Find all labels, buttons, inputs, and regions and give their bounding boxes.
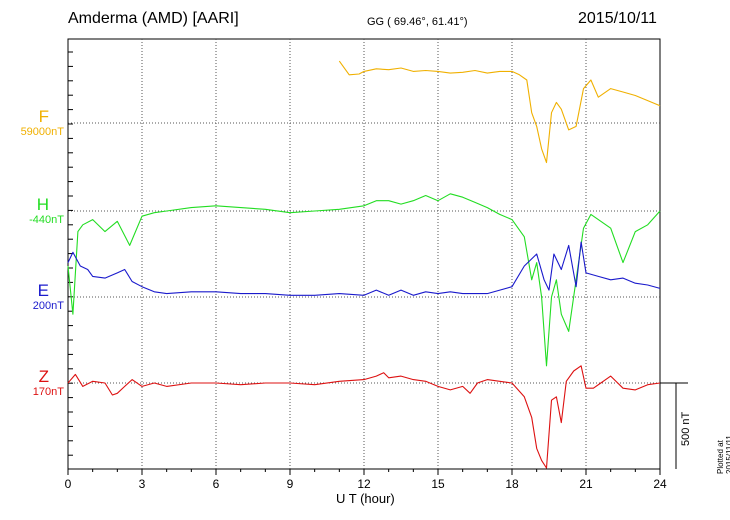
- x-tick-label: 12: [357, 477, 371, 491]
- station-title: Amderma (AMD) [AARI]: [68, 10, 239, 27]
- x-tick-label: 24: [653, 477, 667, 491]
- x-tick-label: 15: [431, 477, 445, 491]
- plotted-at-timestamp: Plotted at 2015/11/11 01:29 UT: [716, 435, 730, 474]
- component-labels: F 59000nT H -440nT E 200nT Z 170nT: [0, 0, 66, 520]
- x-tick-label: 21: [579, 477, 593, 491]
- plot-frame: [67, 38, 661, 470]
- date-title: 2015/10/11: [578, 10, 657, 27]
- series-line-f: [338, 60, 661, 164]
- component-letter-z: Z: [38, 367, 49, 386]
- component-baseline-z: 170nT: [32, 386, 64, 398]
- series-line-e: [67, 241, 661, 296]
- x-tick-label: 18: [505, 477, 519, 491]
- x-tick-label: 9: [287, 477, 294, 491]
- x-tick-label: 6: [213, 477, 220, 491]
- x-axis-label: U T (hour): [336, 491, 395, 506]
- series-line-z: [67, 365, 661, 469]
- component-letter-f: F: [38, 107, 49, 126]
- series-line-h: [67, 193, 661, 367]
- geographic-coordinates: GG ( 69.46°, 61.41°): [367, 16, 468, 28]
- component-baseline-h: -440nT: [29, 214, 64, 226]
- x-tick-label: 3: [139, 477, 146, 491]
- component-baseline-f: 59000nT: [20, 126, 64, 138]
- component-letter-h: H: [36, 195, 49, 214]
- component-letter-e: E: [37, 281, 49, 300]
- scale-bar-label: 500 nT: [680, 411, 692, 446]
- component-baseline-e: 200nT: [32, 300, 64, 312]
- x-tick-label: 0: [65, 477, 72, 491]
